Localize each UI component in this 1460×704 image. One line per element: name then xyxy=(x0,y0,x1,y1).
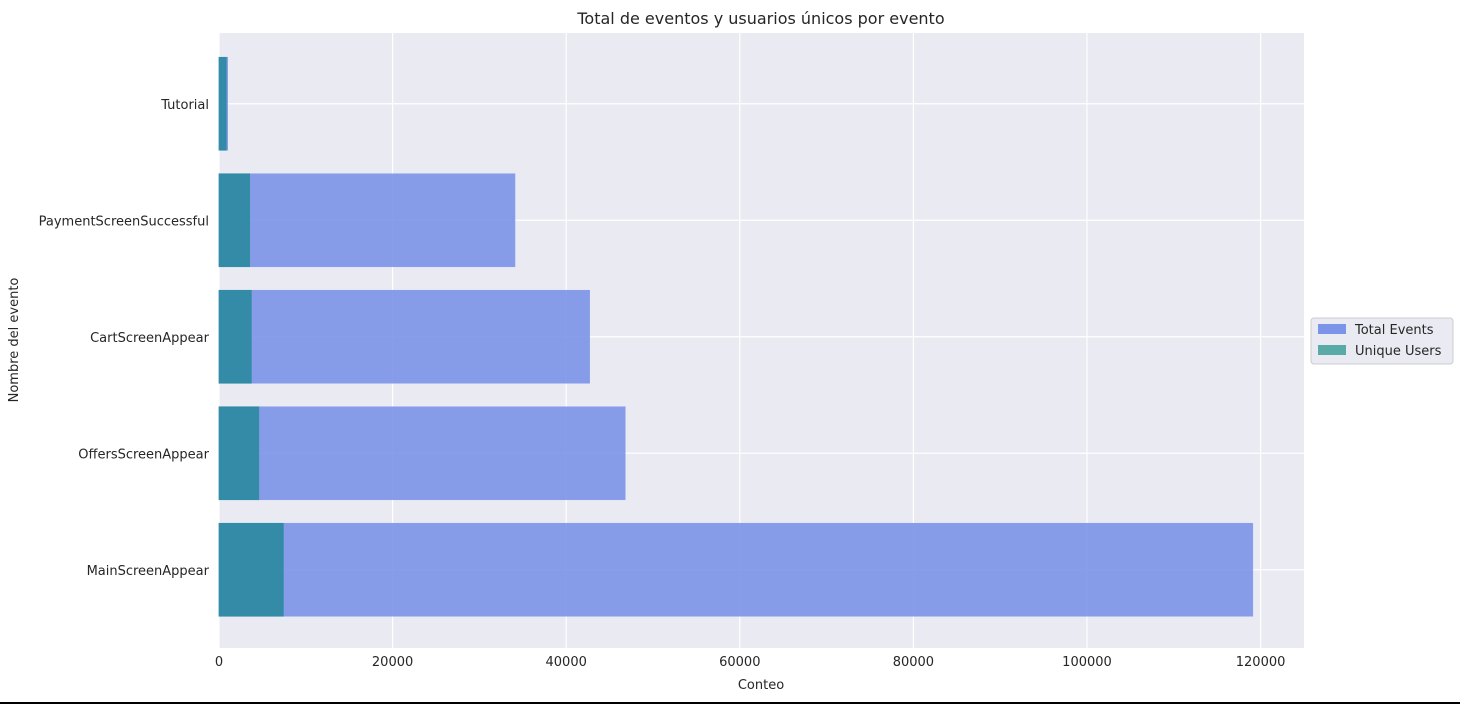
legend-swatch-total-events xyxy=(1318,324,1346,334)
chart-title: Total de eventos y usuarios únicos por e… xyxy=(576,9,944,28)
bar-total-events xyxy=(218,406,626,501)
y-tick-label: PaymentScreenSuccessful xyxy=(39,214,209,229)
y-tick-label: MainScreenAppear xyxy=(87,564,210,579)
y-axis-ticks: Tutorial PaymentScreenSuccessful CartScree… xyxy=(39,98,210,579)
legend-label-total-events: Total Events xyxy=(1354,323,1434,338)
x-tick-label: 40000 xyxy=(546,655,587,670)
x-tick-label: 0 xyxy=(215,655,223,670)
x-axis-ticks: 0 20000 40000 60000 80000 100000 120000 xyxy=(215,655,1286,670)
legend-swatch-unique-users xyxy=(1318,345,1346,355)
y-tick-label: OffersScreenAppear xyxy=(78,447,209,462)
legend: Total Events Unique Users xyxy=(1310,317,1454,365)
bar-total-events xyxy=(218,522,1254,617)
y-axis-label: Nombre del evento xyxy=(7,278,22,403)
x-tick-label: 60000 xyxy=(719,655,760,670)
bars xyxy=(218,56,1254,617)
legend-frame xyxy=(1310,317,1454,365)
x-tick-label: 80000 xyxy=(893,655,934,670)
bar-unique-users xyxy=(218,406,260,501)
bar-total-events xyxy=(218,289,590,384)
bottom-rule xyxy=(0,702,1460,704)
x-tick-label: 100000 xyxy=(1062,655,1112,670)
x-tick-label: 120000 xyxy=(1236,655,1286,670)
bar-unique-users xyxy=(218,289,252,384)
bar-unique-users xyxy=(218,522,284,617)
legend-label-unique-users: Unique Users xyxy=(1355,344,1442,359)
y-tick-label: Tutorial xyxy=(160,98,209,113)
x-axis-label: Conteo xyxy=(738,678,784,693)
bar-total-events xyxy=(218,173,516,268)
bar-unique-users xyxy=(218,56,227,151)
x-tick-label: 20000 xyxy=(372,655,413,670)
bar-unique-users xyxy=(218,173,251,268)
y-tick-label: CartScreenAppear xyxy=(90,331,210,346)
